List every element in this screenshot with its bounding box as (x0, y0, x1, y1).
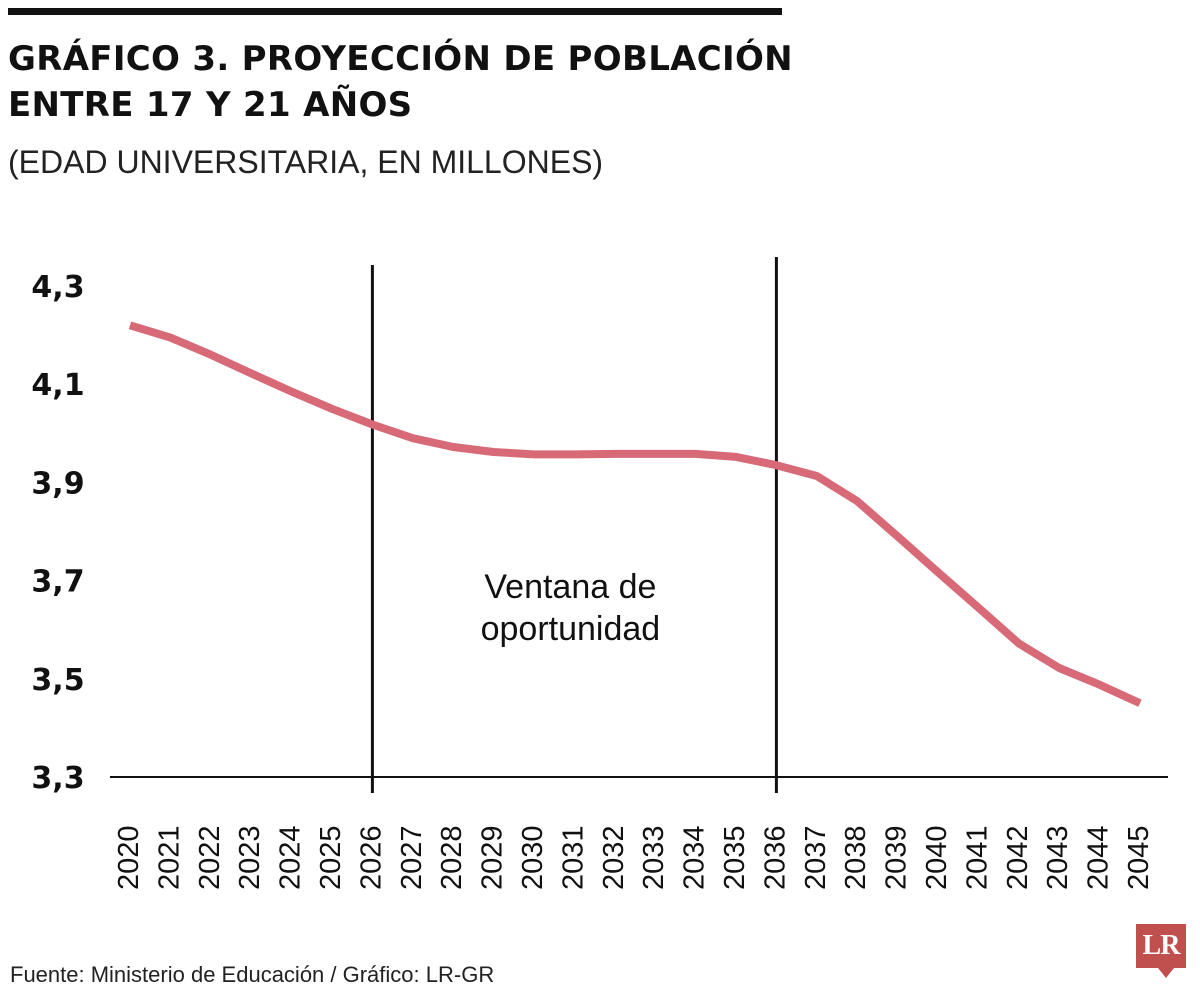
x-tick-label: 2032 (598, 825, 630, 890)
x-tick-label: 2041 (961, 825, 993, 890)
x-tick-label: 2045 (1123, 825, 1155, 890)
chart-subtitle: (EDAD UNIVERSITARIA, EN MILLONES) (8, 144, 604, 180)
x-tick-label: 2037 (800, 825, 832, 890)
x-tick-label: 2036 (759, 825, 791, 890)
x-tick-label: 2031 (557, 825, 589, 890)
top-rule (8, 8, 782, 15)
x-tick-label: 2027 (396, 825, 428, 890)
x-tick-label: 2043 (1042, 825, 1074, 890)
x-tick-label: 2024 (275, 825, 307, 890)
x-tick-label: 2023 (234, 825, 266, 890)
y-tick-label: 4,3 (31, 270, 84, 305)
source-note: Fuente: Ministerio de Educación / Gráfic… (10, 962, 495, 987)
x-tick-label: 2022 (194, 825, 226, 890)
x-tick-label: 2040 (921, 825, 953, 890)
y-tick-label: 3,3 (31, 761, 84, 796)
x-tick-label: 2030 (517, 825, 549, 890)
x-tick-label: 2033 (638, 825, 670, 890)
x-tick-label: 2025 (315, 825, 347, 890)
y-tick-label: 3,5 (31, 663, 84, 698)
y-tick-label: 3,7 (31, 565, 84, 600)
y-tick-label: 4,1 (31, 368, 84, 403)
x-tick-label: 2026 (355, 825, 387, 890)
x-tick-label: 2042 (1002, 825, 1034, 890)
annotation-label: Ventana de (484, 568, 656, 606)
annotation-label: oportunidad (481, 610, 661, 648)
y-tick-label: 3,9 (31, 466, 84, 501)
x-tick-label: 2039 (881, 825, 913, 890)
x-tick-label: 2020 (113, 825, 145, 890)
x-tick-label: 2038 (840, 825, 872, 890)
x-tick-label: 2029 (477, 825, 509, 890)
x-tick-label: 2034 (679, 825, 711, 890)
chart-title: GRÁFICO 3. PROYECCIÓN DE POBLACIÓN ENTRE… (8, 39, 793, 125)
population-series-line (128, 321, 1142, 707)
x-tick-label: 2021 (153, 825, 185, 890)
x-tick-label: 2028 (436, 825, 468, 890)
x-tick-label: 2044 (1083, 825, 1115, 890)
x-tick-label: 2035 (719, 825, 751, 890)
lr-logo: LR (1136, 924, 1186, 978)
